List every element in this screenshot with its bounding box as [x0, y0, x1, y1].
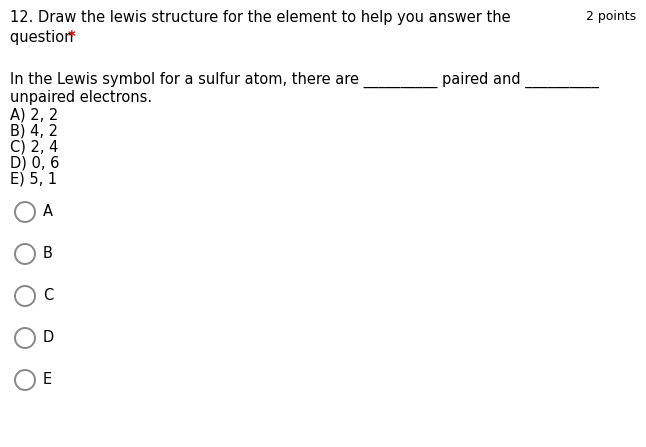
Text: E: E — [43, 372, 52, 388]
Text: C) 2, 4: C) 2, 4 — [10, 140, 58, 155]
Text: A: A — [43, 204, 53, 219]
Text: A) 2, 2: A) 2, 2 — [10, 108, 58, 123]
Text: E) 5, 1: E) 5, 1 — [10, 172, 57, 187]
Text: D) 0, 6: D) 0, 6 — [10, 156, 59, 171]
Text: C: C — [43, 288, 53, 304]
Text: B) 4, 2: B) 4, 2 — [10, 124, 58, 139]
Text: In the Lewis symbol for a sulfur atom, there are __________ paired and _________: In the Lewis symbol for a sulfur atom, t… — [10, 72, 599, 88]
Text: 12. Draw the lewis structure for the element to help you answer the: 12. Draw the lewis structure for the ele… — [10, 10, 510, 25]
Text: *: * — [68, 30, 76, 45]
Text: D: D — [43, 330, 54, 346]
Text: B: B — [43, 246, 53, 261]
Text: 2 points: 2 points — [586, 10, 636, 23]
Text: unpaired electrons.: unpaired electrons. — [10, 90, 152, 105]
Text: question: question — [10, 30, 78, 45]
